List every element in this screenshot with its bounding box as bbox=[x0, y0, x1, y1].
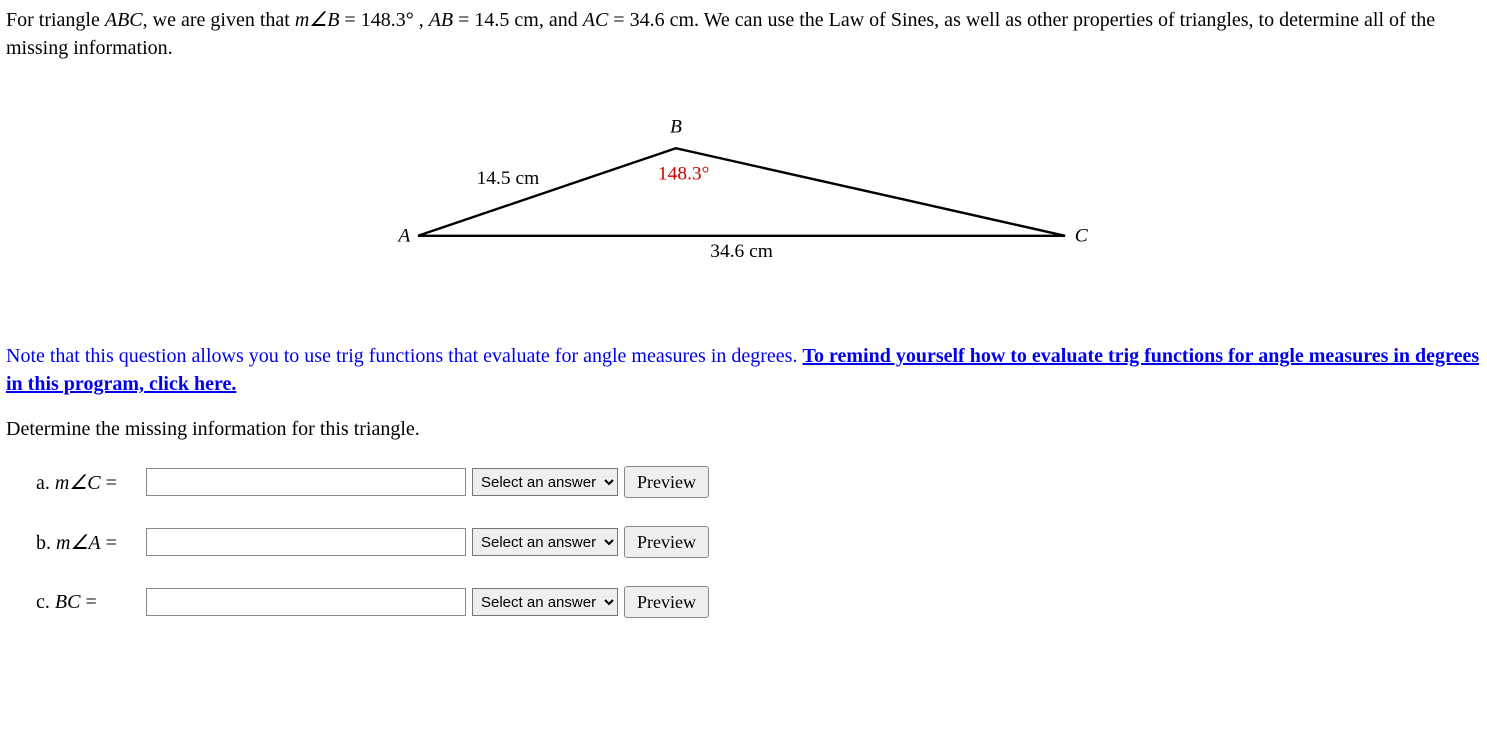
instruction-text: Determine the missing information for th… bbox=[6, 418, 1481, 441]
problem-AB-val: = 14.5 cm, and bbox=[453, 9, 583, 31]
angle-c-preview-button[interactable]: Preview bbox=[624, 466, 709, 498]
angle-a-preview-button[interactable]: Preview bbox=[624, 526, 709, 558]
problem-given-intro: , we are given that bbox=[143, 9, 295, 31]
svg-text:14.5 cm: 14.5 cm bbox=[476, 168, 539, 189]
svg-text:34.6 cm: 34.6 cm bbox=[710, 241, 773, 262]
svg-text:148.3°: 148.3° bbox=[657, 163, 709, 184]
svg-text:C: C bbox=[1074, 226, 1088, 247]
side-bc-unit-select[interactable]: Select an answer bbox=[472, 588, 618, 616]
angle-a-input[interactable] bbox=[146, 528, 466, 556]
problem-triangle: ABC bbox=[105, 9, 143, 31]
note-part1: Note that this question allows you to us… bbox=[6, 345, 802, 367]
side-bc-preview-button[interactable]: Preview bbox=[624, 586, 709, 618]
answer-c-label: c. BC = bbox=[36, 591, 146, 614]
answer-a-label: a. m∠C = bbox=[36, 470, 146, 495]
answer-b-label: b. m∠A = bbox=[36, 530, 146, 555]
problem-angleB-var: m∠B bbox=[295, 9, 340, 31]
note-text: Note that this question allows you to us… bbox=[6, 342, 1481, 398]
triangle-svg: A B C 14.5 cm 34.6 cm 148.3° bbox=[384, 102, 1104, 282]
svg-text:A: A bbox=[396, 226, 410, 247]
answer-row-b: b. m∠A = Select an answer Preview bbox=[6, 526, 1481, 558]
problem-prefix: For triangle bbox=[6, 9, 105, 31]
problem-angleB-val: = 148.3° , bbox=[339, 9, 428, 31]
angle-c-unit-select[interactable]: Select an answer bbox=[472, 468, 618, 496]
problem-AB-var: AB bbox=[429, 9, 453, 31]
svg-text:B: B bbox=[669, 117, 681, 138]
answer-row-a: a. m∠C = Select an answer Preview bbox=[6, 466, 1481, 498]
triangle-figure: A B C 14.5 cm 34.6 cm 148.3° bbox=[6, 102, 1481, 282]
answer-row-c: c. BC = Select an answer Preview bbox=[6, 586, 1481, 618]
angle-c-input[interactable] bbox=[146, 468, 466, 496]
problem-AC-var: AC bbox=[583, 9, 609, 31]
problem-statement: For triangle ABC, we are given that m∠B … bbox=[6, 6, 1481, 62]
side-bc-input[interactable] bbox=[146, 588, 466, 616]
angle-a-unit-select[interactable]: Select an answer bbox=[472, 528, 618, 556]
